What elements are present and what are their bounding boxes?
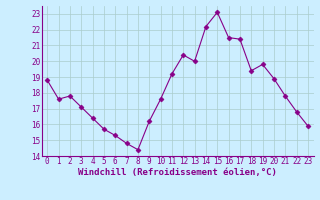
X-axis label: Windchill (Refroidissement éolien,°C): Windchill (Refroidissement éolien,°C) [78, 168, 277, 177]
